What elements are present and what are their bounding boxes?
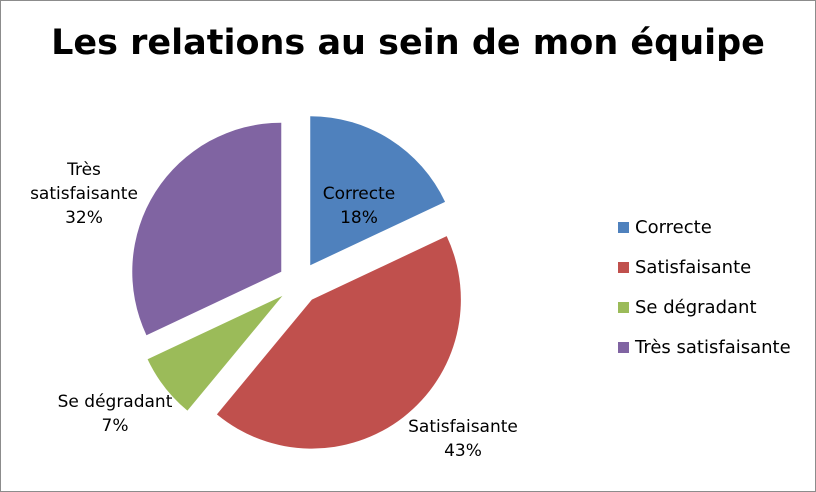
legend-item-satisfaisante: Satisfaisante xyxy=(618,247,791,287)
legend-swatch-correcte xyxy=(618,221,629,233)
legend-swatch-se-degradant xyxy=(618,301,629,313)
chart-legend: Correcte Satisfaisante Se dégradant Très sa… xyxy=(618,207,791,367)
chart-title: Les relations au sein de mon équipe xyxy=(51,23,765,63)
data-label-satisfaisante: Satisfaisante 43% xyxy=(408,417,518,461)
legend-label-satisfaisante: Satisfaisante xyxy=(635,256,752,278)
pie-slice-satisfaisante xyxy=(216,236,461,449)
data-label-correcte: Correcte 18% xyxy=(323,184,396,228)
legend-swatch-tres-satisfaisante xyxy=(618,341,629,353)
legend-label-se-degradant: Se dégradant xyxy=(635,296,757,318)
legend-item-se-degradant: Se dégradant xyxy=(618,287,791,327)
pie-slice-se-degradant xyxy=(147,295,283,411)
legend-swatch-satisfaisante xyxy=(618,261,629,273)
legend-label-tres-satisfaisante: Très satisfaisante xyxy=(635,336,791,358)
legend-item-tres-satisfaisante: Très satisfaisante xyxy=(618,327,791,367)
pie-slice-correcte xyxy=(310,116,446,266)
legend-item-correcte: Correcte xyxy=(618,207,791,247)
legend-label-correcte: Correcte xyxy=(635,216,712,238)
data-label-tres-satisfaisante: Très satisfaisante 32% xyxy=(30,160,138,228)
data-label-se-degradant: Se dégradant 7% xyxy=(58,392,173,436)
pie-slice-tres-satisfaisante xyxy=(132,122,282,336)
